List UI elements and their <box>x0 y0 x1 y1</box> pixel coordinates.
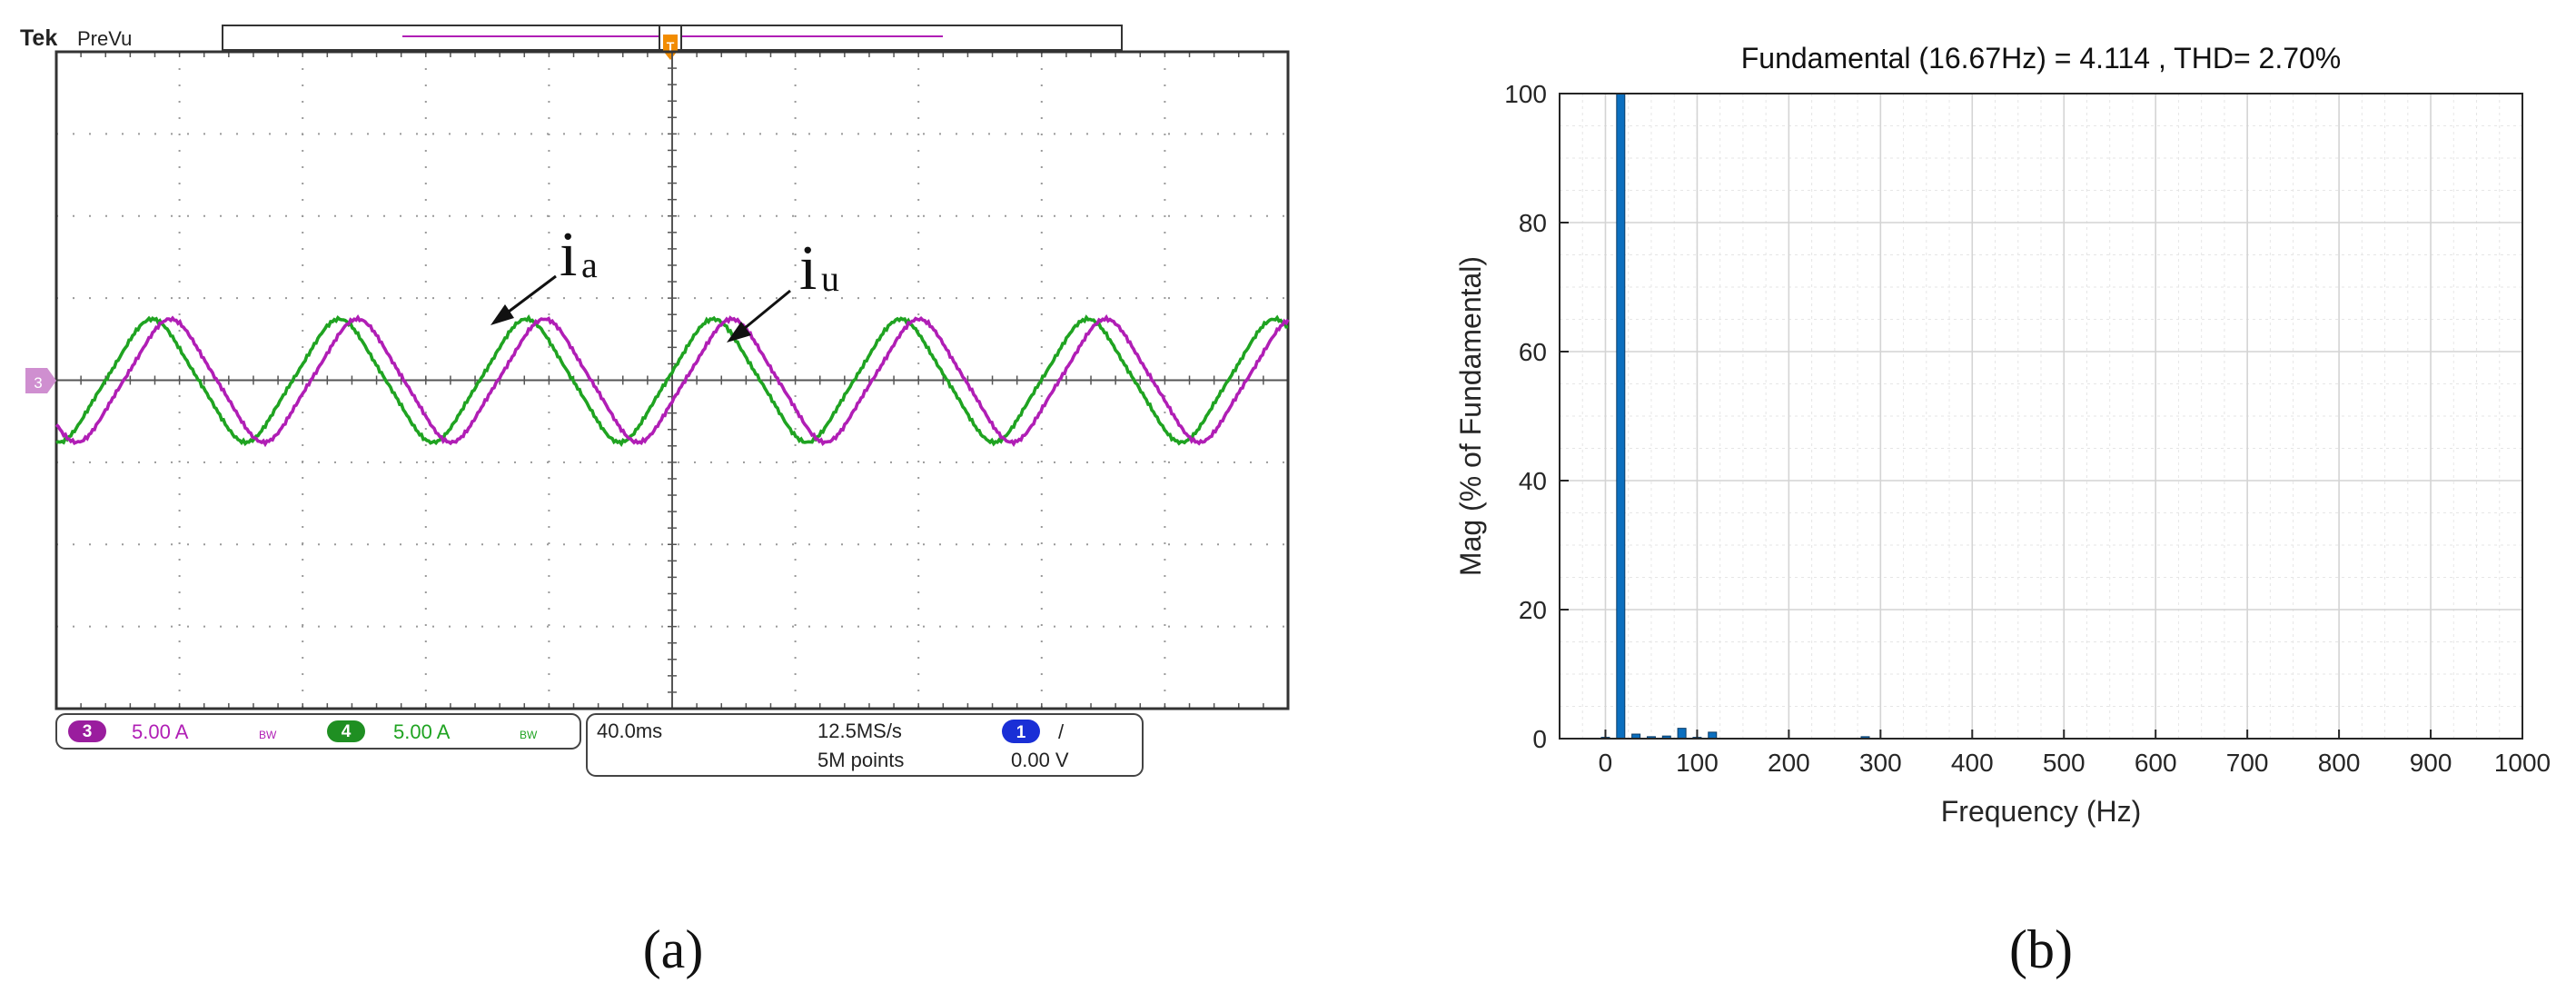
svg-text:u: u <box>821 258 839 299</box>
y-tick-label: 100 <box>1504 80 1547 108</box>
y-tick-label: 0 <box>1532 725 1547 753</box>
x-tick-label: 800 <box>2318 749 2361 777</box>
svg-text:i: i <box>560 220 577 290</box>
y-tick-label: 20 <box>1519 596 1547 624</box>
label-ia: i a <box>560 220 598 290</box>
fft-bar <box>1708 731 1718 740</box>
y-tick-label: 40 <box>1519 467 1547 495</box>
x-tick-label: 700 <box>2226 749 2269 777</box>
x-tick-label: 200 <box>1768 749 1810 777</box>
fft-ticks: 0 100 200 300 400 500 600 700 800 900 1000 0 20 40 60 8… <box>1504 80 2551 777</box>
trigger-level: 0.00 V <box>1011 749 1069 771</box>
scope-screen-border <box>54 50 1290 710</box>
svg-text:3: 3 <box>34 374 42 392</box>
ch4-bandwidth-icon: BW <box>520 729 538 741</box>
channel-settings-box[interactable] <box>55 713 581 750</box>
x-tick-label: 300 <box>1859 749 1902 777</box>
trigger-source-badge[interactable]: 1 <box>1002 720 1040 743</box>
trace-ch4-iu <box>55 313 1289 448</box>
svg-text:a: a <box>581 244 598 285</box>
label-iu: i u <box>799 233 839 303</box>
scope-graticule <box>55 51 1289 709</box>
plot-axes-box <box>1559 93 2523 740</box>
arrow-ia <box>500 274 557 319</box>
svg-text:3: 3 <box>83 722 93 741</box>
ch3-bandwidth-icon: BW <box>259 729 277 741</box>
y-tick-label: 80 <box>1519 209 1547 237</box>
x-tick-label: 0 <box>1599 749 1613 777</box>
arrow-iu <box>738 289 791 334</box>
scope-mode: PreVu <box>77 27 132 50</box>
x-tick-label: 600 <box>2135 749 2177 777</box>
svg-text:i: i <box>799 233 817 303</box>
svg-text:4: 4 <box>342 722 352 741</box>
x-tick-label: 500 <box>2043 749 2086 777</box>
scope-panel: Tek PreVu T 3 i a i u <box>20 25 1290 979</box>
arrow-ia-head <box>490 304 514 325</box>
channel-3-ground-marker[interactable]: 3 <box>25 368 56 393</box>
record-length: 5M points <box>817 749 904 771</box>
fft-bar <box>1616 93 1626 740</box>
x-tick-label: 100 <box>1676 749 1719 777</box>
timebase: 40.0ms <box>597 720 662 742</box>
x-tick-label: 400 <box>1951 749 1994 777</box>
x-axis-label: Frequency (Hz) <box>1941 795 2142 828</box>
trigger-position-icon: T <box>663 35 678 60</box>
ch3-scale: 5.00 A <box>132 720 189 743</box>
ch4-badge[interactable]: 4 <box>327 720 365 742</box>
svg-text:T: T <box>667 39 675 54</box>
x-tick-label: 900 <box>2410 749 2452 777</box>
trace-ch3-ia <box>54 313 1290 448</box>
fft-panel: 0 100 200 300 400 500 600 700 800 900 1000 0 20 40 60 8… <box>1454 42 2551 979</box>
caption-a: (a) <box>643 919 704 979</box>
svg-text:1: 1 <box>1016 723 1026 742</box>
caption-b: (b) <box>2009 919 2073 979</box>
fft-bar <box>1677 728 1687 740</box>
y-axis-label: Mag (% of Fundamental) <box>1454 256 1487 576</box>
ch4-scale: 5.00 A <box>393 720 451 743</box>
arrow-iu-head <box>727 322 751 343</box>
ch3-badge[interactable]: 3 <box>68 720 106 742</box>
chart-title: Fundamental (16.67Hz) = 4.114 , THD= 2.7… <box>1741 42 2342 74</box>
x-tick-label: 1000 <box>2494 749 2551 777</box>
scope-brand: Tek <box>20 25 57 51</box>
trigger-slope-icon: / <box>1058 720 1065 743</box>
y-tick-label: 60 <box>1519 338 1547 366</box>
sample-rate: 12.5MS/s <box>817 720 902 742</box>
